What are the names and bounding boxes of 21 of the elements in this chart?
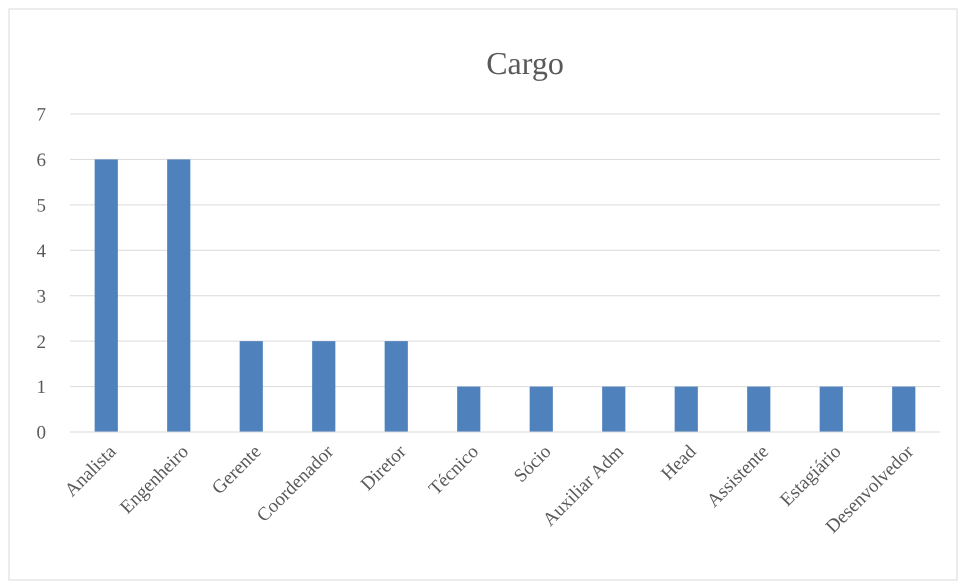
bar [457, 386, 480, 432]
bar [820, 386, 843, 432]
bar [747, 386, 770, 432]
y-tick-label: 7 [36, 104, 46, 126]
y-tick-label: 0 [36, 422, 46, 444]
bar [94, 159, 118, 432]
bar [530, 386, 553, 432]
y-tick-label: 3 [36, 286, 46, 308]
y-tick-label: 2 [36, 332, 46, 353]
bar [674, 386, 698, 432]
bar [892, 386, 916, 432]
y-tick-label: 6 [36, 150, 46, 172]
y-tick-label: 5 [36, 196, 46, 217]
bar [312, 341, 336, 432]
bar [384, 341, 408, 432]
bar [602, 386, 626, 432]
bar [167, 159, 190, 432]
bar [240, 341, 263, 432]
chart-title: Cargo [486, 45, 564, 81]
y-tick-label: 4 [36, 240, 46, 262]
y-tick-label: 1 [36, 377, 46, 398]
